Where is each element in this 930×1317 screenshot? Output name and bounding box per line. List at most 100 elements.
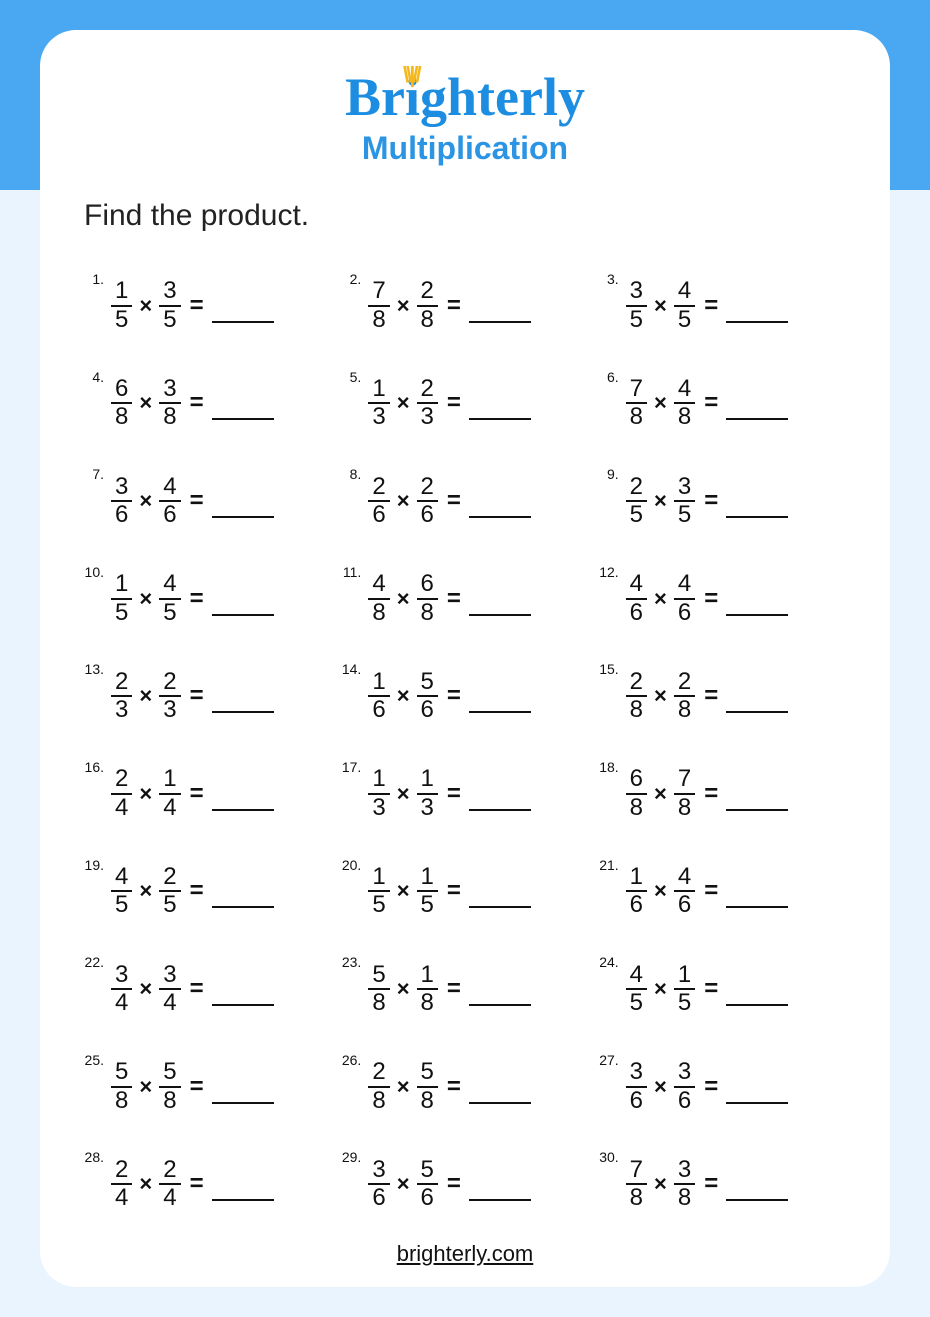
problem-number: 11.	[341, 564, 361, 580]
times-icon: ×	[654, 293, 667, 319]
fraction-b-denominator: 5	[159, 600, 180, 626]
answer-blank[interactable]	[469, 614, 531, 616]
answer-blank[interactable]	[212, 906, 274, 908]
fraction-a-numerator: 6	[111, 376, 132, 404]
answer-blank[interactable]	[726, 1199, 788, 1201]
fraction-b: 45	[159, 571, 180, 626]
answer-blank[interactable]	[469, 418, 531, 420]
problem-number: 17.	[341, 759, 361, 775]
fraction-b-denominator: 5	[159, 892, 180, 918]
answer-blank[interactable]	[212, 321, 274, 323]
equals-icon: =	[447, 682, 461, 710]
answer-blank[interactable]	[469, 321, 531, 323]
answer-blank[interactable]	[212, 418, 274, 420]
fraction-b-denominator: 8	[159, 404, 180, 430]
times-icon: ×	[397, 781, 410, 807]
equals-icon: =	[704, 682, 718, 710]
brand-logo: \\|// Brighterly	[345, 70, 585, 124]
equals-icon: =	[190, 1170, 204, 1198]
answer-blank[interactable]	[726, 711, 788, 713]
answer-blank[interactable]	[726, 418, 788, 420]
fraction-b-numerator: 3	[674, 1157, 695, 1185]
fraction-b: 45	[674, 278, 695, 333]
fraction-b: 28	[417, 278, 438, 333]
answer-blank[interactable]	[726, 809, 788, 811]
fraction-a-numerator: 4	[368, 571, 389, 599]
answer-blank[interactable]	[469, 1199, 531, 1201]
fraction-a: 36	[111, 474, 132, 529]
answer-blank[interactable]	[726, 1004, 788, 1006]
fraction-b: 25	[159, 864, 180, 919]
fraction-a-numerator: 6	[626, 766, 647, 794]
answer-blank[interactable]	[212, 516, 274, 518]
fraction-a-numerator: 1	[111, 571, 132, 599]
fraction-a-denominator: 8	[368, 990, 389, 1016]
fraction-b-numerator: 5	[417, 669, 438, 697]
footer-link[interactable]: brighterly.com	[397, 1241, 534, 1266]
worksheet-sheet: \\|// Brighterly Multiplication Find the…	[40, 30, 890, 1287]
fraction-a-denominator: 6	[626, 600, 647, 626]
answer-blank[interactable]	[469, 1004, 531, 1006]
equals-icon: =	[190, 1073, 204, 1101]
fraction-a: 24	[111, 1157, 132, 1212]
problem-number: 16.	[84, 759, 104, 775]
problem-number: 10.	[84, 564, 104, 580]
problem-number: 4.	[84, 369, 104, 385]
times-icon: ×	[397, 1074, 410, 1100]
fraction-a: 16	[368, 669, 389, 724]
problem-item: 5.13×23=	[341, 355, 588, 453]
answer-blank[interactable]	[469, 906, 531, 908]
fraction-a-numerator: 3	[626, 278, 647, 306]
problem-number: 24.	[599, 954, 619, 970]
answer-blank[interactable]	[212, 1199, 274, 1201]
times-icon: ×	[654, 586, 667, 612]
answer-blank[interactable]	[726, 321, 788, 323]
times-icon: ×	[397, 390, 410, 416]
answer-blank[interactable]	[212, 1102, 274, 1104]
fraction-b: 38	[674, 1157, 695, 1212]
fraction-a-numerator: 2	[626, 669, 647, 697]
fraction-b: 48	[674, 376, 695, 431]
fraction-b: 26	[417, 474, 438, 529]
fraction-b-denominator: 6	[159, 502, 180, 528]
fraction-a: 28	[626, 669, 647, 724]
fraction-b-numerator: 2	[417, 278, 438, 306]
fraction-a-numerator: 2	[368, 1059, 389, 1087]
answer-blank[interactable]	[469, 809, 531, 811]
fraction-b-numerator: 2	[417, 474, 438, 502]
fraction-a-numerator: 1	[368, 376, 389, 404]
problem-item: 10.15×45=	[84, 550, 331, 648]
fraction-a-denominator: 5	[368, 892, 389, 918]
times-icon: ×	[654, 976, 667, 1002]
fraction-a: 78	[368, 278, 389, 333]
answer-blank[interactable]	[212, 614, 274, 616]
answer-blank[interactable]	[726, 516, 788, 518]
fraction-a-denominator: 8	[111, 404, 132, 430]
fraction-a-denominator: 8	[626, 697, 647, 723]
fraction-b: 35	[159, 278, 180, 333]
answer-blank[interactable]	[726, 906, 788, 908]
fraction-b: 38	[159, 376, 180, 431]
answer-blank[interactable]	[726, 614, 788, 616]
equals-icon: =	[447, 292, 461, 320]
answer-blank[interactable]	[469, 1102, 531, 1104]
answer-blank[interactable]	[469, 711, 531, 713]
answer-blank[interactable]	[726, 1102, 788, 1104]
footer: brighterly.com	[84, 1241, 846, 1267]
fraction-b: 15	[417, 864, 438, 919]
problem-item: 6.78×48=	[599, 355, 846, 453]
fraction-b-numerator: 7	[674, 766, 695, 794]
answer-blank[interactable]	[212, 809, 274, 811]
fraction-b: 23	[417, 376, 438, 431]
problem-number: 1.	[84, 271, 104, 287]
fraction-a-denominator: 8	[111, 1088, 132, 1114]
problem-number: 27.	[599, 1052, 619, 1068]
answer-blank[interactable]	[212, 711, 274, 713]
times-icon: ×	[139, 586, 152, 612]
fraction-b-numerator: 4	[674, 278, 695, 306]
problem-number: 7.	[84, 466, 104, 482]
answer-blank[interactable]	[212, 1004, 274, 1006]
fraction-b-denominator: 6	[417, 1185, 438, 1211]
problem-item: 21.16×46=	[599, 843, 846, 941]
answer-blank[interactable]	[469, 516, 531, 518]
